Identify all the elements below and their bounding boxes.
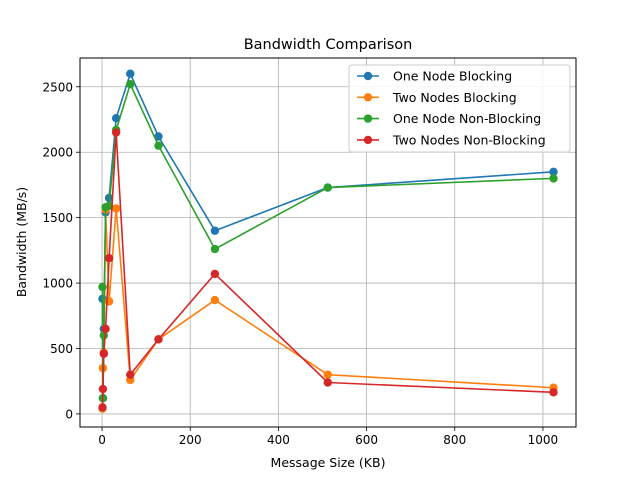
- y-tick-label: 1500: [42, 211, 73, 225]
- chart-title: Bandwidth Comparison: [244, 37, 413, 53]
- plot-frame: [79, 57, 577, 428]
- x-tick-label: 400: [267, 433, 290, 447]
- data-point: [126, 79, 135, 89]
- data-point: [111, 113, 121, 123]
- legend-marker: [363, 114, 373, 123]
- legend-label: One Node Blocking: [393, 69, 512, 84]
- data-point: [154, 141, 163, 150]
- data-point: [549, 388, 558, 397]
- x-axis-label: Message Size (KB): [271, 455, 386, 470]
- data-point: [98, 384, 108, 394]
- series-line: [101, 131, 554, 408]
- legend-marker: [363, 93, 373, 102]
- data-point: [323, 370, 332, 379]
- legend-item: One Node Non-Blocking: [357, 111, 541, 126]
- legend-box: [348, 64, 571, 153]
- data-point: [323, 378, 332, 387]
- data-point: [99, 349, 109, 358]
- y-tick-label: 0: [65, 407, 73, 421]
- y-tick-label: 2000: [42, 146, 73, 160]
- x-ticks: 0 200 400 600 800 1000: [98, 427, 558, 447]
- data-point: [98, 403, 107, 412]
- legend-marker: [363, 71, 373, 81]
- data-point: [549, 167, 558, 177]
- y-axis-label: Bandwidth (MB/s): [14, 187, 29, 297]
- data-point: [98, 282, 107, 292]
- data-point: [126, 69, 135, 78]
- y-ticks: 0 500 1000 1500 2000 2500: [42, 80, 80, 421]
- data-point: [154, 132, 163, 141]
- legend-label: Two Nodes Blocking: [392, 90, 517, 105]
- series-lines: [98, 69, 558, 413]
- x-tick-label: 0: [98, 433, 106, 447]
- legend: One Node Blocking Two Nodes Blocking One N…: [348, 64, 571, 153]
- legend-label: One Node Non-Blocking: [393, 111, 541, 126]
- data-point: [104, 254, 114, 263]
- legend-item: Two Nodes Non-Blocking: [357, 132, 546, 147]
- x-tick-label: 600: [355, 433, 378, 447]
- x-tick-label: 200: [179, 433, 202, 447]
- y-tick-label: 500: [50, 342, 73, 356]
- data-point: [210, 244, 220, 254]
- data-point: [101, 324, 110, 334]
- data-point: [323, 183, 332, 192]
- data-point: [210, 226, 220, 235]
- data-point: [111, 128, 121, 137]
- data-point: [210, 269, 220, 279]
- legend-marker: [363, 135, 373, 145]
- y-tick-label: 2500: [42, 80, 73, 94]
- legend-item: One Node Blocking: [357, 69, 512, 84]
- y-tick-label: 1000: [42, 277, 73, 291]
- x-tick-label: 1000: [528, 433, 559, 447]
- data-point: [154, 335, 163, 344]
- legend-label: Two Nodes Non-Blocking: [392, 132, 546, 147]
- data-point: [549, 174, 558, 183]
- data-point: [210, 295, 220, 305]
- legend-item: Two Nodes Blocking: [357, 90, 517, 105]
- series-two-nodes-non-blocking: [98, 128, 558, 412]
- data-point: [111, 204, 121, 213]
- x-tick-label: 800: [443, 433, 466, 447]
- data-point: [126, 370, 135, 379]
